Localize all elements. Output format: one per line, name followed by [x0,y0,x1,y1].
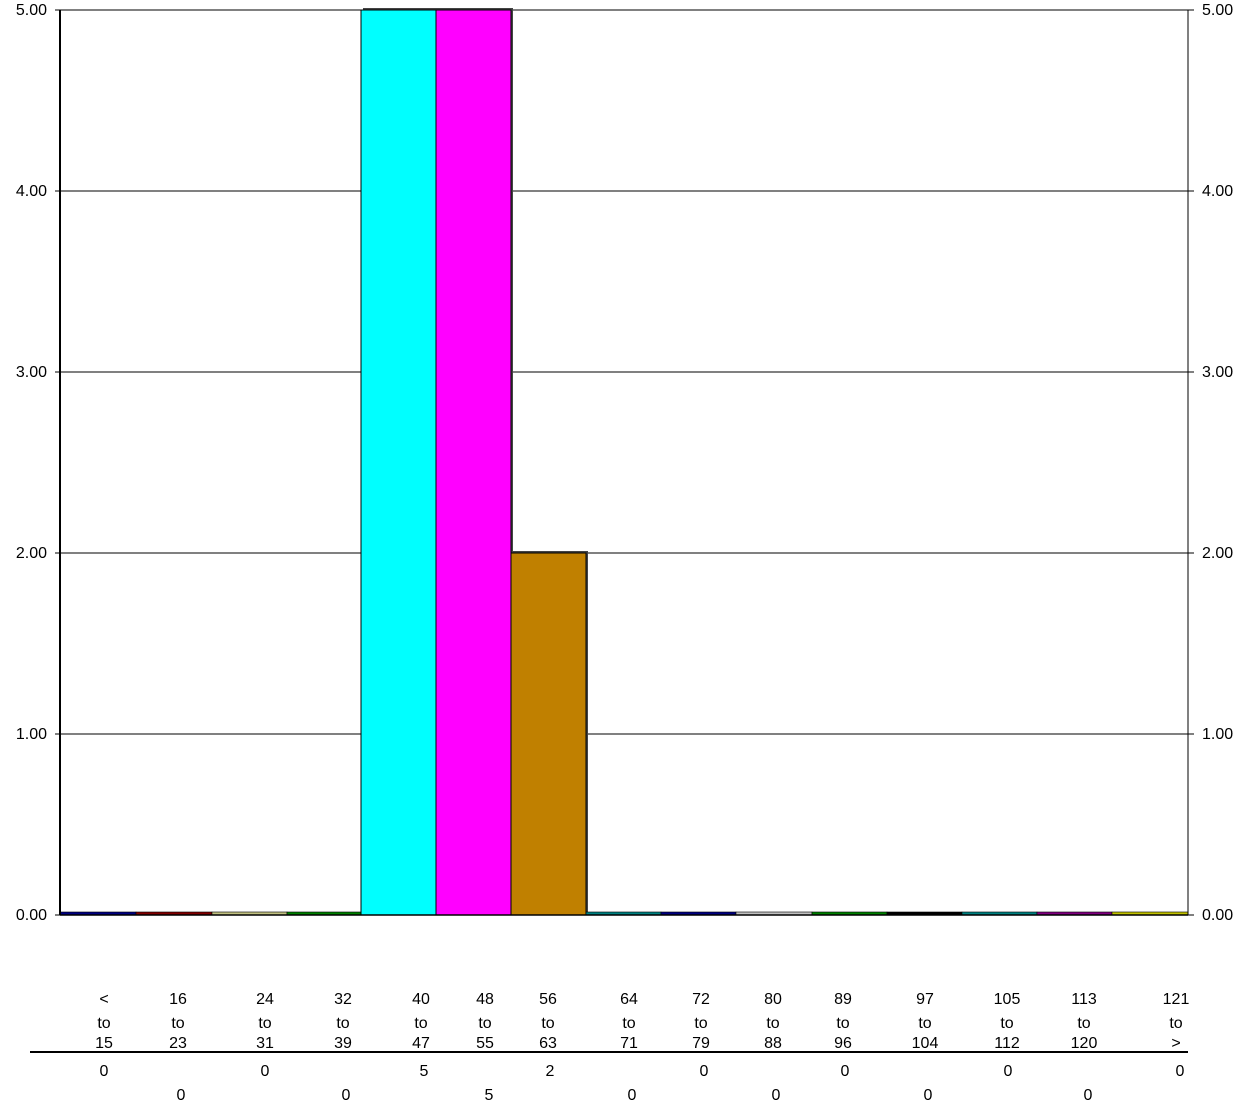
x-category-label: 47 [412,1035,430,1052]
x-category-label: 97 [916,991,934,1008]
count-label: 0 [841,1063,850,1080]
x-category-label: to [918,1015,931,1032]
x-category-label: to [97,1015,110,1032]
count-label: 0 [1004,1063,1013,1080]
y-tick-label-right: 4.00 [1202,183,1233,200]
x-category-label: 71 [620,1035,638,1052]
x-category-label: 64 [620,991,638,1008]
y-tick-label-right: 1.00 [1202,726,1233,743]
count-label: 0 [100,1063,109,1080]
x-category-label: to [1000,1015,1013,1032]
x-category-label: 104 [912,1035,939,1052]
y-tick-label-left: 4.00 [16,183,47,200]
count-label: 5 [485,1087,494,1104]
x-category-label: 56 [539,991,557,1008]
x-category-label: 121 [1163,991,1190,1008]
x-category-label: 72 [692,991,710,1008]
x-category-label: to [1169,1015,1182,1032]
x-category-label: 31 [256,1035,274,1052]
x-category-label: 48 [476,991,494,1008]
y-tick-label-left: 1.00 [16,726,47,743]
y-tick-label-left: 0.00 [16,907,47,924]
bars [59,8,1189,916]
x-category-label: to [1077,1015,1090,1032]
y-tick-label-right: 2.00 [1202,545,1233,562]
x-category-label: 24 [256,991,274,1008]
y-tick-labels: 0.00 0.00 1.00 1.00 2.00 2.00 3.00 3.00 4.00 4.00… [16,2,1233,924]
x-category-label: 16 [169,991,187,1008]
y-tick-label-left: 5.00 [16,2,47,19]
count-label: 0 [177,1087,186,1104]
count-label: 0 [924,1087,933,1104]
x-category-label: 23 [169,1035,187,1052]
count-label: 0 [342,1087,351,1104]
count-label: 5 [420,1063,429,1080]
x-category-label: to [478,1015,491,1032]
bar [360,9,437,916]
x-category-label: > [1171,1035,1180,1052]
x-category-label: 39 [334,1035,352,1052]
y-tick-label-left: 3.00 [16,364,47,381]
count-label: 2 [546,1063,555,1080]
gridlines [60,9,1188,735]
count-label: 0 [1176,1063,1185,1080]
x-category-label: 55 [476,1035,494,1052]
bar [435,9,512,916]
x-category-label: 79 [692,1035,710,1052]
x-category-label: 40 [412,991,430,1008]
x-category-label: to [694,1015,707,1032]
x-category-label: 32 [334,991,352,1008]
x-category-label: 63 [539,1035,557,1052]
x-category-label: to [766,1015,779,1032]
count-label: 0 [261,1063,270,1080]
count-label: 0 [772,1087,781,1104]
x-category-label: 96 [834,1035,852,1052]
count-label: 0 [700,1063,709,1080]
y-tick-label-right: 0.00 [1202,907,1233,924]
x-category-label: to [414,1015,427,1032]
y-tick-label-right: 5.00 [1202,2,1233,19]
x-category-label: 120 [1071,1035,1098,1052]
y-tick-label-left: 2.00 [16,545,47,562]
x-category-label: 89 [834,991,852,1008]
x-category-label: to [622,1015,635,1032]
x-category-label: to [336,1015,349,1032]
x-category-label: < [99,991,108,1008]
x-category-label: 112 [994,1035,1020,1052]
count-labels: 0 0 0 0 5 5 2 0 0 0 0 0 0 0 0 [100,1063,1185,1104]
x-category-labels: < to 15 16 to 23 24 to 31 32 to 39 40 to 47 48 to 55 56 to 6… [95,991,1189,1052]
y-tick-label-right: 3.00 [1202,364,1233,381]
x-category-label: 113 [1071,991,1097,1008]
bar [510,552,587,916]
x-category-label: to [541,1015,554,1032]
count-label: 0 [628,1087,637,1104]
x-category-label: to [258,1015,271,1032]
x-category-label: 105 [994,991,1021,1008]
x-category-label: to [836,1015,849,1032]
x-category-label: 15 [95,1035,113,1052]
x-category-label: to [171,1015,184,1032]
x-category-label: 80 [764,991,782,1008]
count-label: 0 [1084,1087,1093,1104]
x-category-label: 88 [764,1035,782,1052]
axes [30,9,1194,1053]
